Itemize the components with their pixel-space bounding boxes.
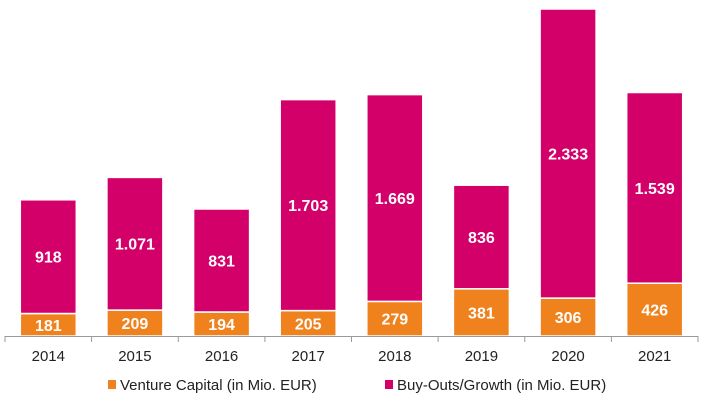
data-label-venture-capital-2020: 306: [555, 310, 582, 327]
x-tick-label-2016: 2016: [205, 348, 238, 365]
bar-buyouts-growth-2018: [366, 93, 424, 303]
bar-buyouts-growth-2020: [539, 8, 597, 299]
bar-buyouts-growth-2021: [625, 91, 684, 284]
x-tick-label-2018: 2018: [378, 348, 411, 365]
data-label-venture-capital-2014: 181: [35, 318, 62, 335]
bar-buyouts-growth-2017: [279, 98, 337, 312]
bar-buyouts-growth-2016: [192, 208, 251, 313]
data-label-venture-capital-2021: 426: [641, 303, 668, 320]
bars-group: [19, 8, 684, 337]
data-label-buyouts-growth-2021: 1.539: [635, 181, 675, 198]
x-tick-label-2014: 2014: [32, 348, 65, 365]
legend-swatch-buyouts-growth: [385, 380, 393, 389]
data-label-venture-capital-2017: 205: [295, 316, 322, 333]
x-tick-label-2021: 2021: [638, 348, 671, 365]
legend: Venture Capital (in Mio. EUR) Buy-Outs/G…: [108, 377, 606, 394]
data-label-buyouts-growth-2014: 918: [35, 250, 62, 267]
data-label-buyouts-growth-2015: 1.071: [115, 237, 155, 254]
legend-label-venture-capital: Venture Capital (in Mio. EUR): [120, 377, 317, 394]
bar-buyouts-growth-2019: [452, 184, 511, 290]
legend-swatch-venture-capital: [108, 380, 116, 389]
data-label-buyouts-growth-2018: 1.669: [375, 191, 415, 208]
bar-buyouts-growth-2015: [106, 176, 164, 311]
data-label-buyouts-growth-2017: 1.703: [288, 198, 328, 215]
x-axis-labels: 2014 2015 2016 2017 2018 2019 2020 2021: [32, 348, 672, 365]
x-tick-label-2015: 2015: [118, 348, 151, 365]
bar-labels-group: 181 918 209 1.071 194 831 205 1.703 279 1.669 381 8…: [35, 147, 675, 335]
x-tick-label-2019: 2019: [465, 348, 498, 365]
x-axis-ticks: [4, 336, 699, 342]
data-label-buyouts-growth-2019: 836: [468, 230, 495, 247]
bar-buyouts-growth-2014: [19, 199, 78, 315]
data-label-venture-capital-2019: 381: [468, 305, 495, 322]
data-label-venture-capital-2016: 194: [208, 317, 235, 334]
bar-venture-capital-2020: [539, 297, 597, 337]
data-label-buyouts-growth-2016: 831: [208, 254, 235, 271]
data-label-buyouts-growth-2020: 2.333: [548, 147, 588, 164]
bar-venture-capital-2018: [366, 300, 424, 337]
x-tick-label-2020: 2020: [551, 348, 584, 365]
x-tick-label-2017: 2017: [292, 348, 325, 365]
data-label-venture-capital-2015: 209: [122, 316, 149, 333]
legend-label-buyouts-growth: Buy-Outs/Growth (in Mio. EUR): [397, 377, 606, 394]
data-label-venture-capital-2018: 279: [381, 312, 408, 329]
